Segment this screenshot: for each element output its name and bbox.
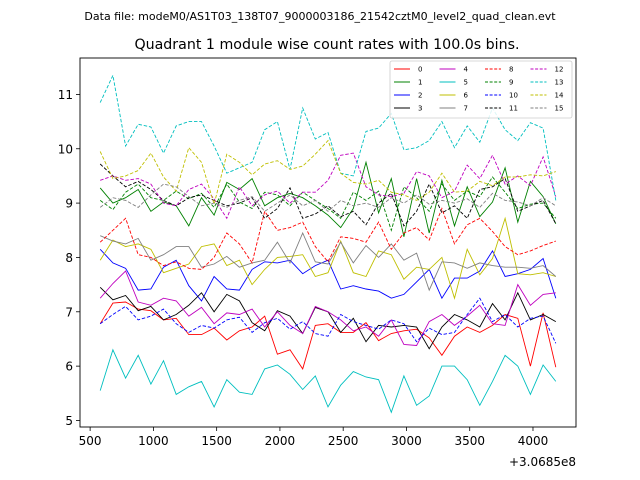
plot-area: 500 1000 1500 2000 2500 3000 3500 4000 56789101… xyxy=(58,57,577,469)
legend-label-9: 9 xyxy=(509,79,513,87)
series-line-4 xyxy=(99,270,556,346)
series-line-5 xyxy=(99,348,557,414)
legend-box xyxy=(389,60,573,119)
x-tick-label: 2000 xyxy=(265,434,296,448)
series-line-7 xyxy=(100,231,557,292)
legend-label-14: 14 xyxy=(555,92,564,100)
series-line-0 xyxy=(99,301,557,370)
legend-label-7: 7 xyxy=(464,105,468,113)
legend-label-6: 6 xyxy=(464,92,469,100)
legend-label-5: 5 xyxy=(464,79,468,87)
legend-label-12: 12 xyxy=(555,66,564,74)
series-line-6 xyxy=(99,216,556,300)
y-tick-label: 8 xyxy=(65,251,73,265)
chart-title: Quadrant 1 module wise count rates with … xyxy=(134,37,519,53)
legend-label-3: 3 xyxy=(418,105,422,113)
series-line-9 xyxy=(99,176,557,232)
legend-label-15: 15 xyxy=(555,105,564,113)
series-line-15 xyxy=(99,183,557,212)
x-tick-label: 1500 xyxy=(201,434,232,448)
series-line-11 xyxy=(99,163,557,227)
legend-label-2: 2 xyxy=(418,92,422,100)
legend-label-4: 4 xyxy=(464,66,469,74)
y-axis: 5 6 7 8 9 10 11 xyxy=(58,88,80,428)
y-tick-label: 6 xyxy=(65,360,73,374)
series-line-10 xyxy=(99,297,557,344)
x-tick-label: 1000 xyxy=(138,434,169,448)
legend-label-11: 11 xyxy=(509,105,518,113)
x-tick-label: 3500 xyxy=(454,434,485,448)
plot-frame xyxy=(79,57,577,428)
series-line-2 xyxy=(99,248,557,302)
legend-label-1: 1 xyxy=(418,79,422,87)
x-tick-label: 500 xyxy=(79,434,102,448)
series-line-3 xyxy=(99,286,557,350)
y-tick-label: 10 xyxy=(58,142,73,156)
data-file-label: Data file: modeM0/AS1T03_138T07_90000031… xyxy=(84,10,556,23)
legend-label-10: 10 xyxy=(509,92,518,100)
y-tick-label: 5 xyxy=(65,414,73,428)
legend-label-13: 13 xyxy=(555,79,564,87)
x-axis-offset-label: +3.0685e8 xyxy=(509,455,576,469)
series-line-13 xyxy=(99,73,557,201)
y-tick-label: 9 xyxy=(65,197,73,211)
legend-label-8: 8 xyxy=(509,66,513,74)
x-tick-label: 2500 xyxy=(328,434,359,448)
y-tick-label: 7 xyxy=(65,305,73,319)
series-line-8 xyxy=(99,207,556,270)
x-tick-label: 4000 xyxy=(518,434,549,448)
legend-label-0: 0 xyxy=(418,66,422,74)
series-lines xyxy=(99,73,557,414)
y-tick-label: 11 xyxy=(58,88,73,102)
series-line-14 xyxy=(99,139,556,206)
x-axis: 500 1000 1500 2000 2500 3000 3500 4000 xyxy=(79,427,549,448)
x-tick-label: 3000 xyxy=(391,434,422,448)
